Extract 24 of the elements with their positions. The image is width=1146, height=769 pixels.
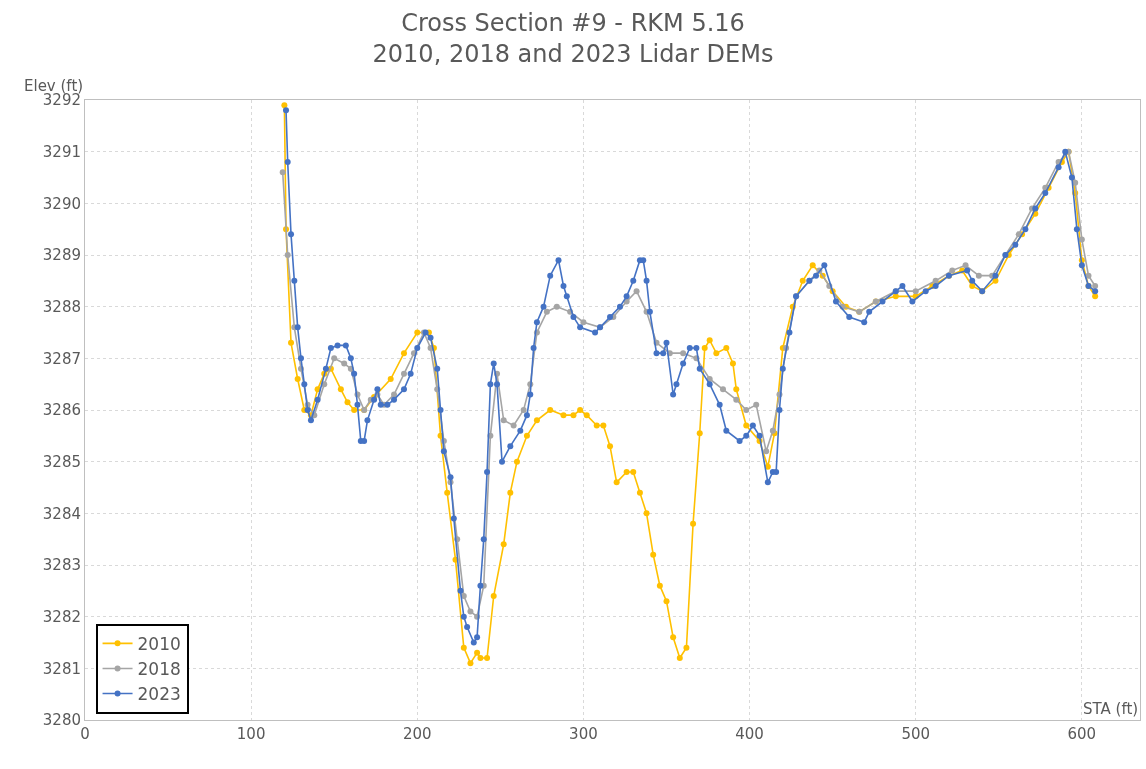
x-tick-label: 0 [80,725,90,743]
y-tick-label: 3284 [42,504,81,523]
y-tick-label: 3281 [42,659,81,678]
y-tick-label: 3290 [42,194,81,213]
y-tick-label: 3283 [42,556,81,575]
legend-label: 2023 [137,684,181,705]
legend-label: 2018 [137,659,181,680]
y-tick-label: 3285 [42,452,81,471]
x-tick-label: 600 [1067,725,1097,743]
legend-label: 2010 [137,633,181,654]
y-tick-label: 3280 [42,711,81,730]
chart-title: Cross Section #9 - RKM 5.16 2010, 2018 and 2023 Lidar DEMs [372,8,774,68]
y-tick-label: 3287 [42,349,81,368]
y-tick-label: 3291 [42,142,81,161]
x-axis-title: STA (ft) [1083,700,1139,718]
x-tick-label: 200 [402,725,432,743]
x-tick-label: 300 [569,725,598,743]
x-tick-label: 500 [901,725,931,743]
y-tick-label: 3286 [42,401,81,420]
x-tick-label: 400 [735,725,764,743]
x-tick-label: 100 [236,725,266,743]
y-tick-label: 3289 [42,246,81,265]
y-tick-label: 3288 [42,297,81,316]
y-tick-label: 3282 [42,607,81,626]
